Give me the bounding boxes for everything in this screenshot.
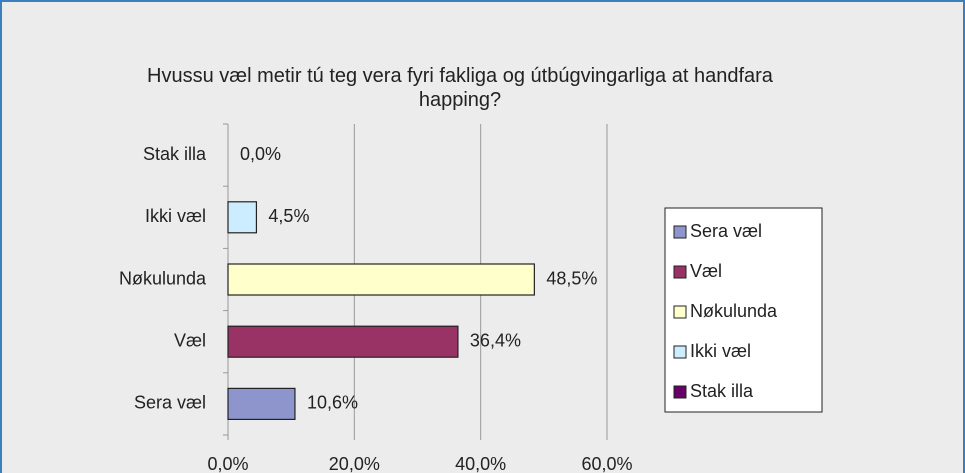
legend-swatch — [673, 225, 687, 239]
legend-label: Sera væl — [690, 221, 762, 241]
legend-swatch — [673, 385, 687, 399]
value-label: 48,5% — [546, 268, 597, 288]
value-label: 0,0% — [240, 144, 281, 164]
value-label: 36,4% — [470, 330, 521, 350]
y-tick-label: Nøkulunda — [119, 268, 207, 288]
value-label: 4,5% — [268, 206, 309, 226]
x-tick-label: 0,0% — [207, 454, 248, 473]
legend-label: Ikki væl — [690, 341, 751, 361]
value-label: 10,6% — [307, 393, 358, 413]
legend-swatch — [673, 305, 687, 319]
x-tick-label: 20,0% — [329, 454, 380, 473]
y-tick-label: Sera væl — [134, 393, 206, 413]
bar — [227, 387, 296, 420]
chart-title: Hvussu væl metir tú teg vera fyri faklig… — [147, 65, 773, 111]
y-tick-label: Stak illa — [143, 144, 207, 164]
y-tick-label: Væl — [174, 330, 206, 350]
y-tick-label: Ikki væl — [145, 206, 206, 226]
legend-swatch — [673, 345, 687, 359]
legend-label: Stak illa — [690, 381, 754, 401]
bar — [227, 263, 535, 296]
legend-swatch — [673, 265, 687, 279]
legend-label: Nøkulunda — [690, 301, 778, 321]
x-tick-label: 60,0% — [581, 454, 632, 473]
legend-box — [664, 207, 823, 413]
legend-label: Væl — [690, 261, 722, 281]
bar — [227, 201, 258, 234]
x-tick-label: 40,0% — [455, 454, 506, 473]
bar — [227, 325, 459, 358]
